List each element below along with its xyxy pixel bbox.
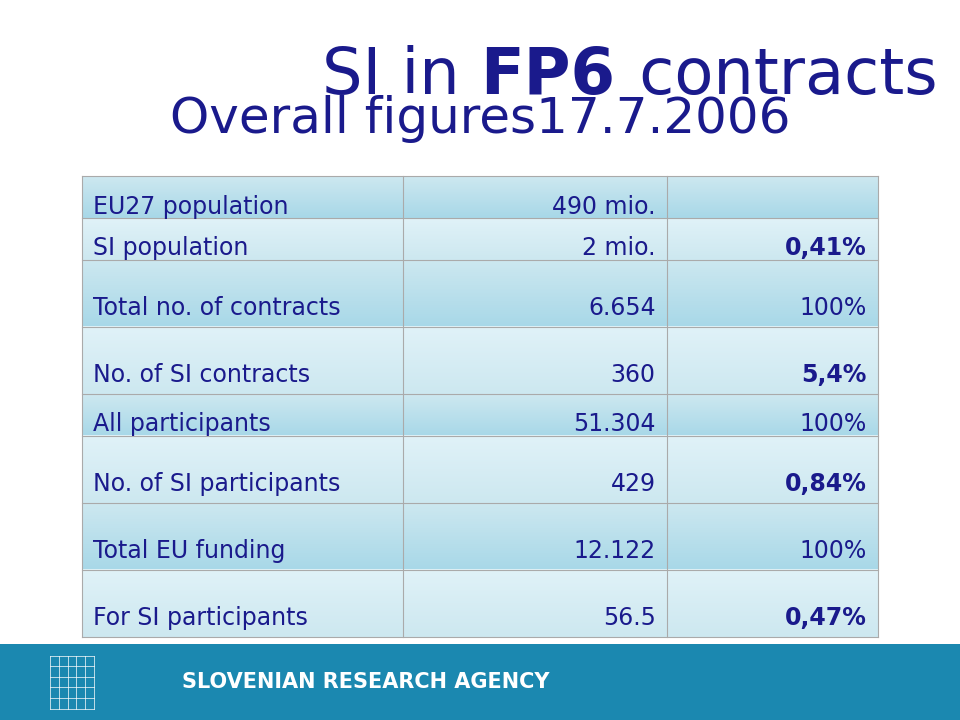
- Text: 100%: 100%: [800, 413, 867, 436]
- Text: 6.654: 6.654: [588, 297, 656, 320]
- Text: SI in: SI in: [323, 45, 480, 107]
- Text: 100%: 100%: [800, 539, 867, 564]
- Text: SI population: SI population: [93, 236, 249, 261]
- Text: 429: 429: [611, 472, 656, 496]
- Text: No. of SI contracts: No. of SI contracts: [93, 364, 310, 387]
- Text: For SI participants: For SI participants: [93, 606, 308, 631]
- Text: 56.5: 56.5: [603, 606, 656, 631]
- FancyBboxPatch shape: [0, 644, 960, 720]
- Text: EU27 population: EU27 population: [93, 194, 289, 219]
- Text: 0,47%: 0,47%: [785, 606, 867, 631]
- Text: Overall figures17.7.2006: Overall figures17.7.2006: [170, 95, 790, 143]
- Text: All participants: All participants: [93, 413, 271, 436]
- Text: 360: 360: [611, 364, 656, 387]
- Text: 100%: 100%: [800, 297, 867, 320]
- Text: 0,84%: 0,84%: [785, 472, 867, 496]
- Text: 5,4%: 5,4%: [802, 364, 867, 387]
- Text: SLOVENIAN RESEARCH AGENCY: SLOVENIAN RESEARCH AGENCY: [182, 672, 550, 692]
- Text: FP6: FP6: [480, 45, 615, 107]
- Text: No. of SI participants: No. of SI participants: [93, 472, 341, 496]
- Text: Total no. of contracts: Total no. of contracts: [93, 297, 341, 320]
- Text: 490 mio.: 490 mio.: [552, 194, 656, 219]
- Text: 0,41%: 0,41%: [785, 236, 867, 261]
- Text: contracts: contracts: [619, 45, 938, 107]
- Text: 12.122: 12.122: [573, 539, 656, 564]
- Text: SI in ​FP6​ contracts: SI in ​FP6​ contracts: [0, 719, 1, 720]
- Text: Total EU funding: Total EU funding: [93, 539, 285, 564]
- Text: 51.304: 51.304: [573, 413, 656, 436]
- Text: 2 mio.: 2 mio.: [582, 236, 656, 261]
